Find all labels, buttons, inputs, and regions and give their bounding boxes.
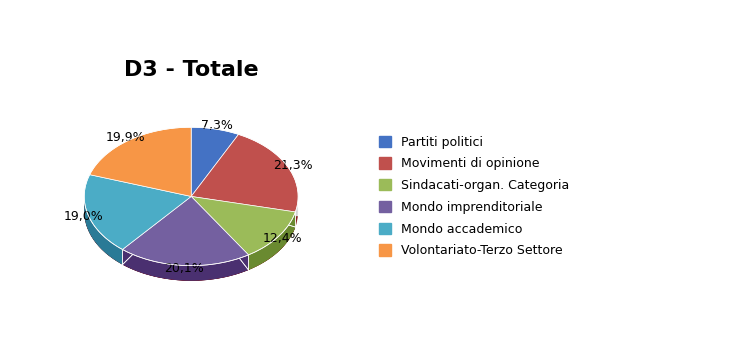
Polygon shape <box>249 212 295 270</box>
Polygon shape <box>84 197 123 265</box>
Polygon shape <box>191 127 238 196</box>
Polygon shape <box>123 249 249 281</box>
Text: 21,3%: 21,3% <box>273 159 312 172</box>
Text: 20,1%: 20,1% <box>164 262 204 276</box>
Text: 19,0%: 19,0% <box>63 210 103 223</box>
Text: 12,4%: 12,4% <box>263 232 303 245</box>
Title: D3 - Totale: D3 - Totale <box>124 60 258 79</box>
Text: 19,9%: 19,9% <box>106 131 145 144</box>
Ellipse shape <box>84 142 298 281</box>
Polygon shape <box>191 134 298 212</box>
Legend: Partiti politici, Movimenti di opinione, Sindacati-organ. Categoria, Mondo impre: Partiti politici, Movimenti di opinione,… <box>374 131 574 262</box>
Polygon shape <box>90 127 191 196</box>
Text: 7,3%: 7,3% <box>201 119 232 132</box>
Polygon shape <box>84 175 191 249</box>
Polygon shape <box>123 196 249 266</box>
Polygon shape <box>84 197 298 281</box>
Polygon shape <box>191 196 295 255</box>
